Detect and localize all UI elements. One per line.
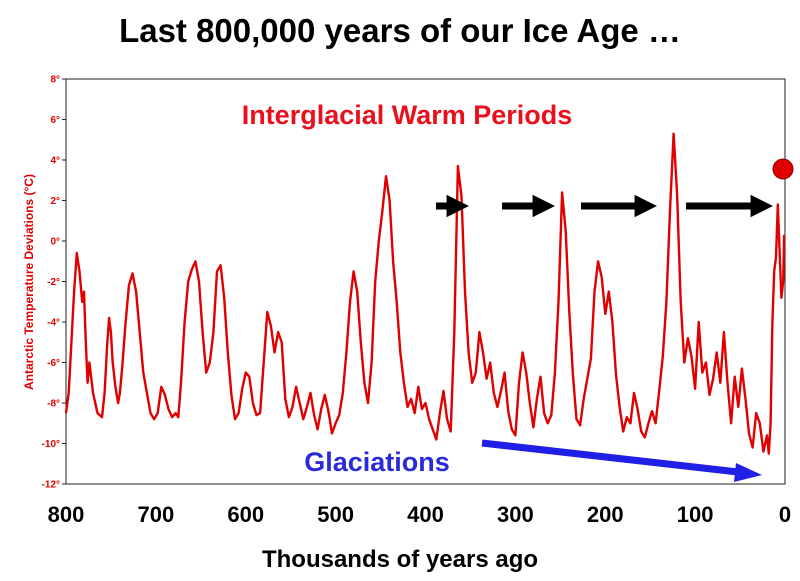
interglacial-label: Interglacial Warm Periods <box>242 100 573 130</box>
y-tick-label: -8° <box>47 399 60 410</box>
y-tick-label: 8° <box>50 75 60 86</box>
plot-frame <box>65 78 786 485</box>
glaciation-arrow <box>481 439 762 482</box>
y-tick-label: -2° <box>47 277 60 288</box>
x-tick-label: 200 <box>587 502 624 527</box>
y-axis-title: Antarctic Temperature Deviations (°C) <box>22 174 36 390</box>
y-tick-label: -10° <box>42 439 60 450</box>
x-tick-label: 400 <box>407 502 444 527</box>
x-tick-label: 300 <box>497 502 534 527</box>
x-tick-label: 500 <box>317 502 354 527</box>
x-tick-label: 700 <box>138 502 175 527</box>
x-tick-label: 600 <box>227 502 264 527</box>
glaciations-label: Glaciations <box>304 447 450 477</box>
x-tick-label: 100 <box>677 502 714 527</box>
y-axis-ticks: 8° 6° 4° 2° 0° -2° -4° -6° -8° -10° -12° <box>42 75 66 491</box>
x-tick-label: 800 <box>48 502 85 527</box>
y-tick-label: 4° <box>50 156 60 167</box>
x-tick-label: 0 <box>779 502 791 527</box>
y-tick-label: 0° <box>50 237 60 248</box>
y-tick-label: -6° <box>47 358 60 369</box>
present-day-dot <box>772 158 794 180</box>
x-axis-title: Thousands of years ago <box>262 546 538 573</box>
y-tick-label: 6° <box>50 115 60 126</box>
temperature-series-line <box>64 132 786 455</box>
y-tick-label: -4° <box>47 318 60 329</box>
y-tick-label: -12° <box>42 480 60 491</box>
y-tick-label: 2° <box>50 196 60 207</box>
chart-title: Last 800,000 years of our Ice Age … <box>119 12 681 49</box>
x-axis-ticks: 800 700 600 500 400 300 200 100 0 <box>48 502 791 527</box>
